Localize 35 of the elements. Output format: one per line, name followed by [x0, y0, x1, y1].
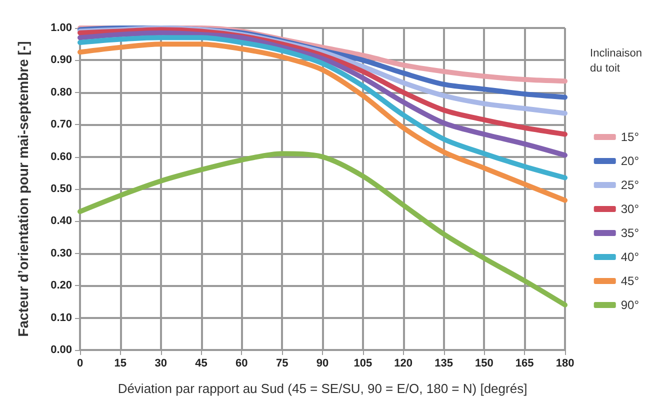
x-axis-title: Déviation par rapport au Sud (45 = SE/SU, 90 = E/O, 180 = N) [degrés]	[118, 381, 528, 396]
x-tick-label: 135	[434, 358, 453, 370]
y-tick-label: 0.00	[50, 344, 72, 356]
x-tick-label: 30	[154, 358, 167, 370]
x-tick-label: 120	[394, 358, 413, 370]
y-tick-label: 0.30	[50, 247, 72, 260]
legend-label: 35°	[620, 226, 640, 240]
x-tick-label: 165	[515, 358, 534, 370]
legend-label: 30°	[620, 202, 640, 216]
legend-label: 15°	[620, 130, 640, 144]
y-tick-label: 0.80	[50, 86, 72, 98]
x-tick-label: 105	[354, 358, 372, 370]
legend-label: 90°	[620, 298, 640, 312]
x-tick-label: 0	[76, 358, 84, 370]
x-tick-label: 150	[474, 358, 494, 370]
y-tick-label: 0.70	[50, 118, 72, 131]
y-tick-label: 0.50	[50, 183, 72, 195]
y-tick-label: 0.20	[50, 280, 72, 292]
x-tick-label: 75	[276, 358, 288, 370]
x-tick-label: 90	[316, 358, 329, 370]
y-tick-label: 0.10	[50, 312, 72, 324]
y-axis-title: Facteur d’orientation pour mai-septembre [-]	[15, 41, 31, 337]
y-tick-label: 0.40	[50, 215, 72, 228]
x-tick-label: 60	[236, 358, 248, 370]
y-tick-label: 1.00	[50, 22, 72, 34]
x-tick-label: 45	[195, 358, 208, 370]
legend-label: 45°	[620, 274, 640, 288]
legend-label: 20°	[620, 154, 640, 168]
x-tick-label: 180	[556, 358, 574, 370]
x-tick-label: 15	[114, 358, 127, 370]
y-tick-label: 0.60	[50, 150, 72, 163]
legend-title: Inclinaison du toit	[590, 48, 642, 74]
legend-label: 40°	[620, 250, 640, 264]
legend-label: 25°	[620, 178, 640, 192]
y-tick-label: 0.90	[50, 54, 72, 66]
